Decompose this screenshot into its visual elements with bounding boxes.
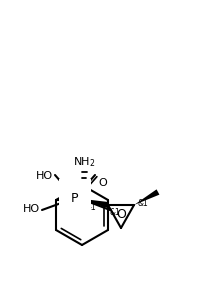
Text: &1: &1 (85, 203, 96, 212)
Text: HO: HO (23, 204, 40, 214)
Text: O: O (116, 208, 126, 221)
Polygon shape (75, 198, 109, 208)
Text: NH$_2$: NH$_2$ (73, 155, 95, 169)
Text: O: O (98, 178, 107, 188)
Polygon shape (134, 189, 159, 205)
Text: P: P (71, 191, 79, 204)
Text: HO: HO (36, 171, 53, 181)
Text: &1: &1 (137, 200, 148, 209)
Text: &1: &1 (110, 208, 121, 217)
